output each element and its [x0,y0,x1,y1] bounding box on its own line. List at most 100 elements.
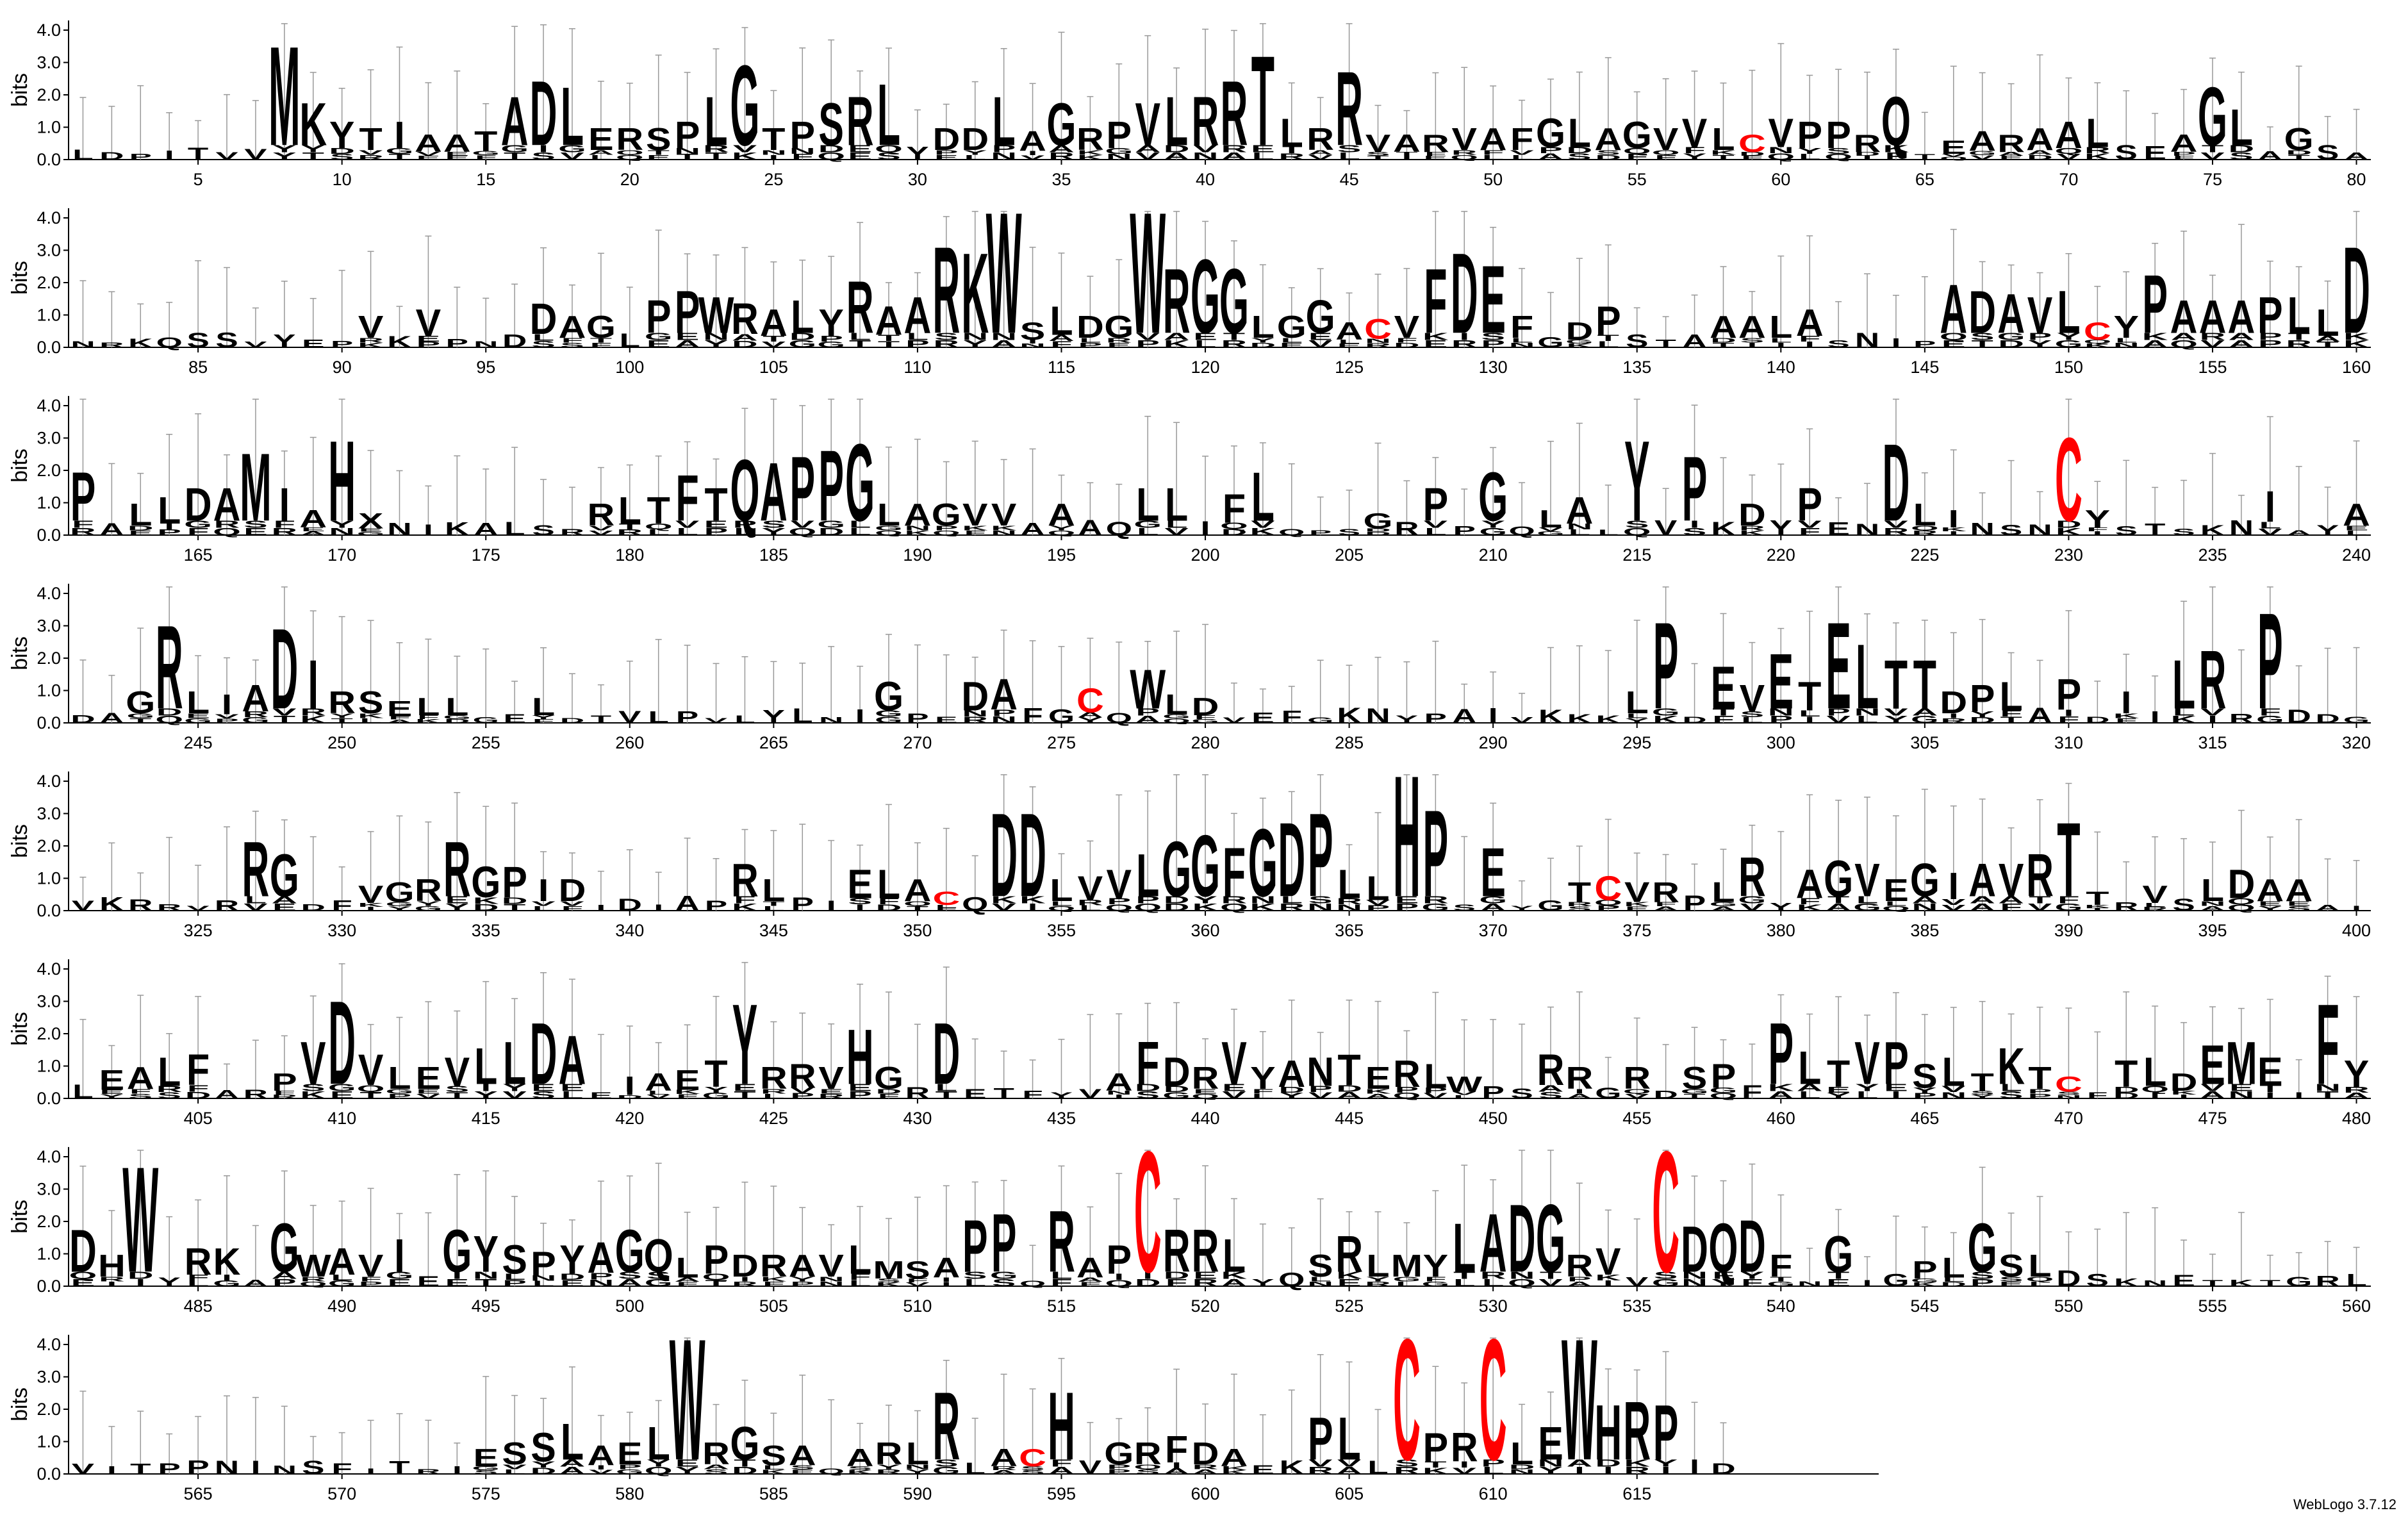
logo-minor-letter: E [934,153,958,161]
x-tick-label: 445 [1335,1109,1364,1128]
logo-minor-letter: R [2315,1273,2339,1289]
logo-letter-R: R [2199,634,2227,726]
logo-minor-letter: L [734,526,755,538]
x-tick-label: 480 [2342,1109,2371,1128]
logo-minor-letter: A [474,519,498,538]
x-tick-label: 10 [333,170,352,189]
logo-letter-L: L [1165,689,1188,720]
logo-letter-P: P [1826,114,1851,156]
logo-letter-Q: Q [730,442,759,540]
logo-minor-letter: L [1799,153,1820,161]
logo-minor-letter: K [905,529,931,536]
logo-letter-D: D [1681,1213,1708,1286]
logo-minor-letter: A [99,710,124,726]
logo-minor-letter: E [2172,1272,2195,1289]
logo-letter-W: W [295,1248,332,1284]
logo-letter-T: T [474,126,497,157]
logo-letter-D: D [961,674,989,720]
logo-letter-A: A [127,1061,154,1096]
logo-letter-M: M [268,18,300,176]
logo-letter-L: L [877,67,900,164]
logo-minor-letter: Y [762,526,786,538]
logo-minor-letter: G [126,712,154,720]
x-tick-label: 200 [1191,545,1220,565]
logo-minor-letter: Q [1105,903,1133,913]
logo-minor-letter: Y [763,706,785,727]
logo-minor-letter: V [531,900,556,907]
x-tick-label: 595 [1047,1484,1076,1503]
logo-letter-V: V [962,497,988,533]
logo-minor-letter: K [128,336,153,350]
logo-letter-L: L [2230,98,2253,156]
logo-minor-letter: D [185,1090,211,1101]
logo-letter-A: A [1710,310,1737,345]
x-tick-label: 340 [615,921,644,940]
x-tick-label: 250 [327,733,356,752]
y-tick-label: 1.0 [37,1245,61,1264]
logo-minor-letter: V [1223,716,1246,725]
logo-minor-letter: N [962,709,988,718]
logo-minor-letter: D [1653,1089,1678,1101]
logo-letter-R: R [1335,1225,1363,1282]
logo-letter-E: E [588,122,614,157]
logo-minor-letter: Q [2084,338,2112,344]
logo-minor-letter: Q [156,334,183,351]
logo-minor-letter: V [992,902,1016,913]
x-tick-label: 380 [1767,921,1795,940]
logo-letter-V: V [1769,110,1794,156]
logo-minor-letter: G [1537,897,1563,914]
logo-minor-letter: T [1712,706,1734,718]
logo-letter-R: R [587,497,614,533]
logo-minor-letter: T [130,1460,151,1477]
logo-minor-letter: S [2000,522,2022,538]
x-tick-label: 520 [1191,1296,1220,1316]
x-tick-label: 575 [472,1484,500,1503]
logo-minor-letter: R [272,526,298,538]
logo-minor-letter: R [2286,338,2312,350]
logo-minor-letter: D [1164,894,1190,906]
logo-letter-V: V [1740,677,1765,720]
logo-minor-letter: V [1884,706,1908,718]
logo-letter-R: R [1997,129,2025,158]
logo-minor-letter: I [1804,715,1815,725]
logo-minor-letter: D [876,903,902,913]
logo-letter-D: D [1192,692,1219,721]
logo-minor-letter: T [2000,715,2022,725]
logo-letter-G: G [845,422,875,545]
logo-minor-letter: F [878,897,900,906]
logo-letter-P: P [2257,286,2283,343]
logo-letter-L: L [561,1412,584,1470]
logo-minor-letter: L [1741,716,1763,725]
logo-minor-letter: D [1394,341,1420,349]
logo-letter-M: M [1391,1248,1423,1284]
logo-minor-letter: L [2259,520,2281,531]
x-tick-label: 45 [1340,170,1359,189]
x-tick-label: 20 [620,170,639,189]
logo-minor-letter: A [1682,331,1706,351]
logo-minor-letter: N [1365,338,1391,345]
logo-minor-letter: I [1402,154,1412,160]
x-tick-label: 185 [759,545,788,565]
logo-letter-L: L [1165,478,1188,531]
logo-minor-letter: N [329,526,355,538]
logo-letter-G: G [1046,90,1076,158]
logo-minor-letter: Q [1767,152,1795,161]
x-tick-label: 325 [184,921,213,940]
logo-minor-letter: R [617,528,643,537]
logo-minor-letter: K [358,902,384,907]
x-tick-label: 405 [184,1109,213,1128]
x-tick-label: 125 [1335,358,1364,377]
x-tick-label: 350 [903,921,932,940]
logo-minor-letter: L [620,329,640,352]
logo-letter-V: V [2027,286,2053,343]
logo-minor-letter: K [2113,712,2140,720]
logo-letter-R: R [1854,129,1881,158]
logo-minor-letter: S [1366,151,1390,156]
x-tick-label: 40 [1196,170,1215,189]
logo-letter-A: A [1019,126,1046,157]
logo-minor-letter: V [1164,526,1189,538]
logo-minor-letter: E [445,151,469,156]
logo-letter-A: A [846,1443,874,1472]
logo-letter-Y: Y [732,980,758,1109]
logo-minor-letter: R [243,709,269,718]
